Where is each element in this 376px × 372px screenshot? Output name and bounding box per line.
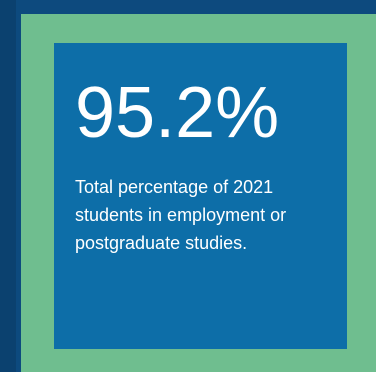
stat-value: 95.2% bbox=[75, 73, 280, 153]
left-border bbox=[0, 0, 16, 372]
stat-caption: Total percentage of 2021 students in emp… bbox=[75, 177, 287, 253]
stat-panel: 95.2% Total percentage of 2021 students … bbox=[54, 43, 347, 349]
